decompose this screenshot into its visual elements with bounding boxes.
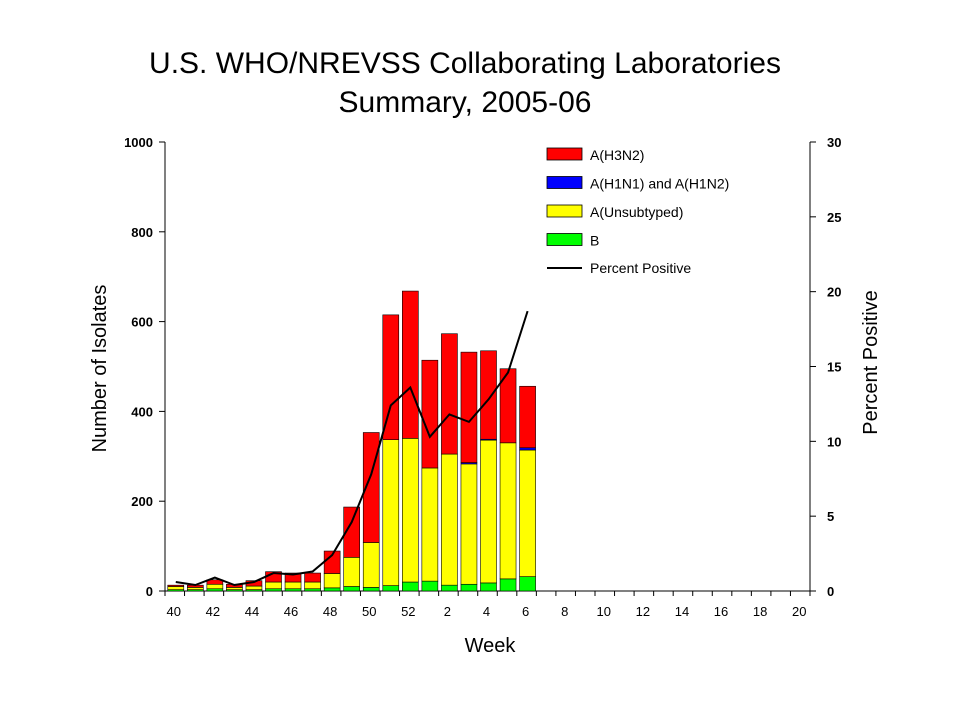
y2-tick-label: 5 xyxy=(827,509,834,524)
bar-b xyxy=(343,586,360,592)
bar-a-h3n2 xyxy=(284,572,302,583)
y-tick-label: 400 xyxy=(131,404,153,419)
bar-b xyxy=(362,587,380,592)
bar-a-h3n2 xyxy=(206,579,224,585)
x-tick-label: 50 xyxy=(362,604,376,619)
bar-b xyxy=(441,584,458,592)
bar-b xyxy=(382,585,400,592)
y2-tick-label: 25 xyxy=(827,210,841,225)
legend-swatch xyxy=(546,147,583,161)
line-percent-positive xyxy=(175,310,529,587)
legend-label: A(Unsubtyped) xyxy=(590,204,683,220)
bar-b xyxy=(499,578,517,592)
bar-b xyxy=(519,576,536,592)
bar-a-h3n2 xyxy=(421,359,439,469)
x-tick-label: 18 xyxy=(753,604,767,619)
x-tick-label: 44 xyxy=(245,604,259,619)
bar-a-unsubtyped xyxy=(167,586,185,590)
y2-tick-label: 0 xyxy=(827,584,834,599)
bar-a-unsubtyped xyxy=(362,542,380,588)
bar-a-unsubtyped xyxy=(402,438,419,583)
bar-b xyxy=(206,588,224,592)
bar-b xyxy=(323,587,341,592)
bar-a-h3n2 xyxy=(167,584,185,587)
bar-b xyxy=(460,583,478,592)
bar-a-unsubtyped xyxy=(343,557,360,587)
legend-swatch xyxy=(546,176,583,189)
legend-label: A(H3N2) xyxy=(590,147,644,163)
bar-b xyxy=(480,582,497,592)
legend-label: B xyxy=(590,233,599,249)
chart-title: U.S. WHO/NREVSS Collaborating Laboratori… xyxy=(149,47,781,80)
x-tick-label: 2 xyxy=(444,604,451,619)
chart-subtitle: Summary, 2005-06 xyxy=(338,86,592,119)
x-tick-label: 40 xyxy=(167,604,181,619)
x-tick-label: 16 xyxy=(714,604,728,619)
bar-b xyxy=(402,581,419,592)
bar-a-h3n2 xyxy=(382,314,400,440)
bar-a-h1n1-and-a-h1n2 xyxy=(519,447,536,451)
x-tick-label: 8 xyxy=(561,604,568,619)
y2-tick-label: 20 xyxy=(827,285,841,300)
bar-a-h3n2 xyxy=(441,333,458,455)
bar-a-unsubtyped xyxy=(265,581,282,590)
legend-swatch xyxy=(546,204,583,218)
x-tick-label: 4 xyxy=(483,604,490,619)
bar-a-unsubtyped xyxy=(304,581,321,590)
bar-a-h3n2 xyxy=(343,506,360,558)
bar-a-unsubtyped xyxy=(382,439,400,586)
bar-a-h3n2 xyxy=(499,368,517,444)
bar-a-unsubtyped xyxy=(206,583,224,590)
x-tick-label: 42 xyxy=(206,604,220,619)
bar-a-h3n2 xyxy=(304,572,321,583)
legend-label: A(H1N1) and A(H1N2) xyxy=(590,176,729,192)
bar-a-unsubtyped xyxy=(441,453,458,586)
y2-tick-label: 15 xyxy=(827,360,841,375)
bar-a-unsubtyped xyxy=(284,581,302,590)
x-tick-label: 6 xyxy=(522,604,529,619)
bar-b xyxy=(265,588,282,592)
y2-axis-title: Percent Positive xyxy=(860,290,882,435)
x-tick-label: 52 xyxy=(401,604,415,619)
legend-swatch xyxy=(546,233,583,246)
bar-a-unsubtyped xyxy=(460,463,478,585)
x-tick-label: 48 xyxy=(323,604,337,619)
x-tick-label: 14 xyxy=(675,604,689,619)
x-tick-label: 12 xyxy=(636,604,650,619)
bar-b xyxy=(304,588,321,592)
bar-a-unsubtyped xyxy=(226,587,243,590)
bar-a-h3n2 xyxy=(519,385,536,449)
legend-label: Percent Positive xyxy=(590,260,691,276)
bar-a-unsubtyped xyxy=(519,449,536,577)
bar-a-h3n2 xyxy=(480,350,497,440)
y-tick-label: 200 xyxy=(131,494,153,509)
y-tick-label: 600 xyxy=(131,315,153,330)
bar-a-unsubtyped xyxy=(499,442,517,580)
bar-a-unsubtyped xyxy=(187,587,204,590)
bar-a-unsubtyped xyxy=(323,573,341,589)
y-tick-label: 1000 xyxy=(124,135,153,150)
bar-a-h3n2 xyxy=(402,290,419,439)
bar-b xyxy=(421,580,439,592)
x-axis-title: Week xyxy=(465,635,517,657)
bar-a-unsubtyped xyxy=(245,585,263,590)
y2-tick-label: 10 xyxy=(827,434,841,449)
x-tick-label: 20 xyxy=(792,604,806,619)
x-tick-label: 46 xyxy=(284,604,298,619)
y-axis-title: Number of Isolates xyxy=(89,285,111,453)
bar-b xyxy=(284,588,302,592)
bar-a-h3n2 xyxy=(460,351,478,463)
bar-a-unsubtyped xyxy=(480,439,497,584)
x-tick-label: 10 xyxy=(597,604,611,619)
y2-tick-label: 30 xyxy=(827,135,841,150)
y-tick-label: 800 xyxy=(131,225,153,240)
y-tick-label: 0 xyxy=(146,584,153,599)
bar-a-unsubtyped xyxy=(421,467,439,582)
